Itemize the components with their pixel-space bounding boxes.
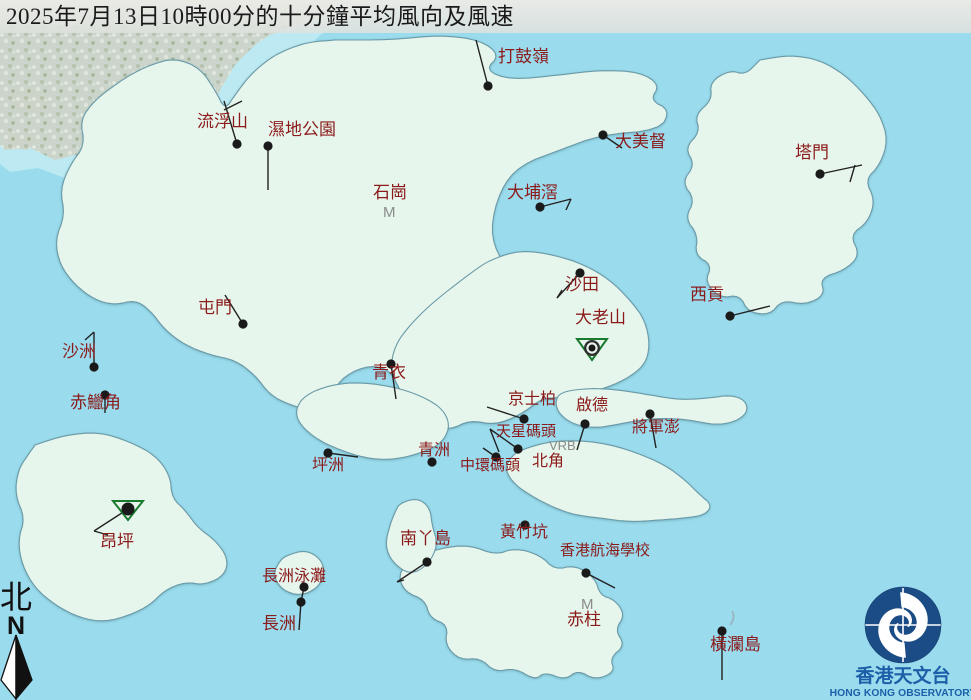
svg-text:濕地公園: 濕地公園 <box>268 120 336 139</box>
svg-text:京士柏: 京士柏 <box>508 390 556 408</box>
svg-text:大埔滘: 大埔滘 <box>507 183 558 202</box>
svg-text:沙田: 沙田 <box>565 275 599 294</box>
svg-text:天星碼頭: 天星碼頭 <box>496 423 556 440</box>
svg-text:塔門: 塔門 <box>795 143 829 162</box>
svg-text:坪洲: 坪洲 <box>312 456 344 474</box>
svg-text:大美督: 大美督 <box>615 132 666 151</box>
svg-text:長洲: 長洲 <box>262 614 296 633</box>
svg-text:北角: 北角 <box>532 452 564 470</box>
svg-text:南丫島: 南丫島 <box>400 529 451 548</box>
svg-text:M: M <box>383 204 396 221</box>
svg-text:中環碼頭: 中環碼頭 <box>460 457 520 474</box>
svg-text:沙洲: 沙洲 <box>62 342 96 361</box>
svg-text:北: 北 <box>0 579 32 615</box>
svg-text:大老山: 大老山 <box>575 308 626 327</box>
svg-text:M: M <box>581 596 594 613</box>
svg-text:西貢: 西貢 <box>690 285 724 304</box>
svg-text:昂坪: 昂坪 <box>100 532 134 551</box>
svg-text:赤鱲角: 赤鱲角 <box>70 393 121 412</box>
svg-text:長洲泳灘: 長洲泳灘 <box>262 567 326 585</box>
svg-text:香港天文台: 香港天文台 <box>854 664 950 687</box>
svg-text:青衣: 青衣 <box>372 363 406 382</box>
svg-text:HONG KONG OBSERVATORY: HONG KONG OBSERVATORY <box>830 688 971 699</box>
svg-text:打鼓嶺: 打鼓嶺 <box>498 47 549 66</box>
svg-text:VRB: VRB <box>549 438 576 453</box>
svg-text:香港航海學校: 香港航海學校 <box>560 541 650 559</box>
svg-text:流浮山: 流浮山 <box>197 112 248 131</box>
svg-text:青洲: 青洲 <box>418 441 450 459</box>
svg-text:屯門: 屯門 <box>198 298 232 317</box>
svg-text:橫瀾島: 橫瀾島 <box>710 635 761 654</box>
svg-text:將軍澎: 將軍澎 <box>632 418 680 436</box>
svg-text:啟德: 啟德 <box>576 396 608 414</box>
svg-text:黃竹坑: 黃竹坑 <box>500 523 548 541</box>
svg-text:石崗: 石崗 <box>373 183 407 202</box>
